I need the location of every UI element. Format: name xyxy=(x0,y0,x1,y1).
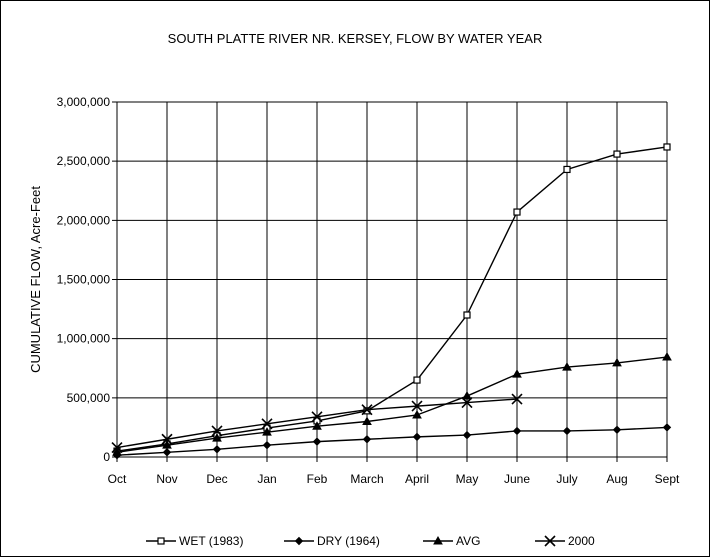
data-point-2000 xyxy=(511,393,523,405)
data-point-dry-1964 xyxy=(662,423,672,432)
x-tick-label: March xyxy=(350,472,383,486)
y-tick-label: 2,500,000 xyxy=(57,154,111,168)
data-point-2000 xyxy=(261,418,273,430)
data-point-wet-1983 xyxy=(513,208,521,216)
data-point-dry-1964 xyxy=(262,440,272,450)
data-point-dry-1964 xyxy=(512,426,522,436)
data-point-avg xyxy=(412,409,422,419)
chart-title: SOUTH PLATTE RIVER NR. KERSEY, FLOW BY W… xyxy=(167,31,543,46)
y-tick-label: 2,000,000 xyxy=(57,213,111,227)
data-point-avg xyxy=(162,440,172,449)
y-tick-label: 0 xyxy=(103,450,110,464)
legend-label: WET (1983) xyxy=(179,534,243,548)
legend-label: DRY (1964) xyxy=(317,534,380,548)
data-point-wet-1983 xyxy=(413,376,421,384)
data-point-dry-1964 xyxy=(462,430,472,440)
legend-marker xyxy=(544,535,556,547)
data-point-dry-1964 xyxy=(612,425,622,434)
data-point-avg xyxy=(512,369,522,378)
x-tick-label: Feb xyxy=(307,472,328,486)
legend-layer: WET (1983) DRY (1964) AVG 2000 xyxy=(146,534,595,548)
x-tick-label: Sept xyxy=(655,472,680,486)
data-point-dry-1964 xyxy=(162,448,172,457)
data-point-wet-1983 xyxy=(613,150,621,158)
data-point-2000 xyxy=(461,397,473,409)
data-point-wet-1983 xyxy=(363,407,371,415)
legend-item-2000: 2000 xyxy=(535,534,595,548)
axis-layer: 0 500,000 1,000,000 1,500,000 2,000,000 2,500… xyxy=(28,95,680,486)
legend-marker xyxy=(157,537,165,545)
data-point-dry-1964 xyxy=(562,426,572,436)
data-point-2000 xyxy=(161,433,173,445)
x-tick-label: Jan xyxy=(257,472,276,486)
data-point-avg xyxy=(662,352,672,361)
x-tick-label: June xyxy=(504,472,530,486)
grid-layer xyxy=(112,101,668,462)
legend-item-wet-1983: WET (1983) xyxy=(146,534,243,548)
x-tick-label: May xyxy=(456,472,479,486)
data-point-2000 xyxy=(311,411,323,423)
data-point-avg xyxy=(462,391,472,400)
y-tick-label: 3,000,000 xyxy=(57,95,111,109)
x-tick-label: July xyxy=(556,472,577,486)
series-line-avg xyxy=(116,356,668,453)
data-point-avg xyxy=(562,362,572,371)
legend-marker xyxy=(294,536,304,546)
y-tick-label: 1,500,000 xyxy=(57,273,111,287)
data-point-dry-1964 xyxy=(312,437,322,446)
y-tick-label: 500,000 xyxy=(67,391,111,405)
data-point-dry-1964 xyxy=(362,435,372,444)
data-point-2000 xyxy=(411,400,423,412)
data-point-avg xyxy=(212,433,222,442)
data-point-avg xyxy=(262,427,272,436)
data-point-wet-1983 xyxy=(463,311,471,319)
x-tick-label: Oct xyxy=(108,472,127,486)
series-line-dry-1964 xyxy=(116,426,668,456)
data-point-2000 xyxy=(111,441,123,454)
data-point-dry-1964 xyxy=(412,432,422,442)
series-layer xyxy=(111,143,672,460)
data-point-avg xyxy=(112,447,122,456)
data-point-wet-1983 xyxy=(563,165,571,174)
x-tick-label: April xyxy=(405,472,429,486)
legend-label: AVG xyxy=(456,534,480,548)
data-point-dry-1964 xyxy=(212,445,222,454)
x-tick-label: Nov xyxy=(156,472,177,486)
data-point-wet-1983 xyxy=(663,143,671,151)
x-tick-label: Dec xyxy=(206,472,227,486)
y-tick-label: 1,000,000 xyxy=(57,332,111,346)
data-point-avg xyxy=(362,416,372,425)
x-tick-label: Aug xyxy=(606,472,627,486)
legend-marker xyxy=(433,535,443,545)
data-point-2000 xyxy=(361,404,373,416)
data-point-avg xyxy=(612,357,622,367)
y-axis-label: CUMULATIVE FLOW, Acre-Feet xyxy=(28,186,43,373)
legend-label: 2000 xyxy=(568,534,595,548)
data-point-avg xyxy=(312,421,322,430)
data-point-2000 xyxy=(211,425,223,437)
series-line-wet-1983 xyxy=(116,146,668,452)
legend-item-dry-1964: DRY (1964) xyxy=(284,534,380,548)
legend-item-avg: AVG xyxy=(423,534,480,548)
